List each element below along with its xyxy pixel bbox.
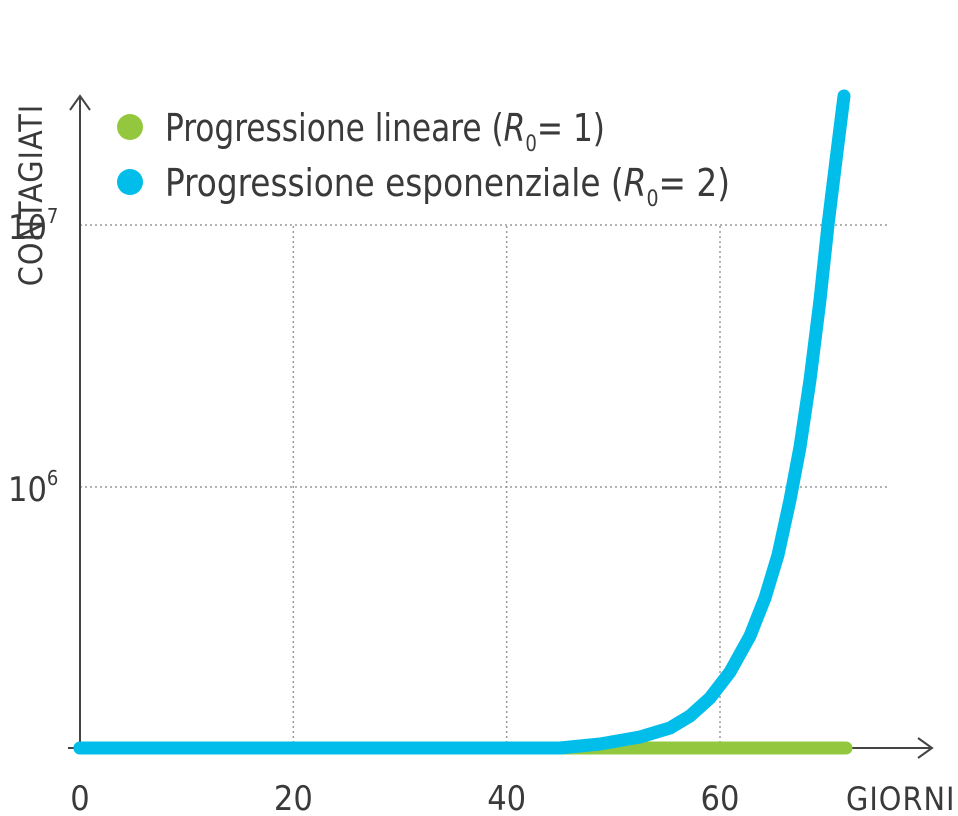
legend-marker	[117, 169, 143, 195]
legend-label: Progressione lineare (R0= 1)	[165, 106, 605, 157]
x-tick-label: 40	[487, 779, 526, 816]
x-tick-label: 60	[701, 779, 740, 816]
legend-label: Progressione esponenziale (R0= 2)	[165, 161, 730, 212]
tick-labels: 0 20 40 60 106 107	[8, 204, 739, 816]
y-axis-arrow	[69, 94, 91, 111]
legend: Progressione lineare (R0= 1)Progressione…	[117, 106, 730, 212]
y-axis-title: CONTAGIATI	[12, 104, 50, 287]
x-tick-label: 0	[70, 779, 89, 816]
x-tick-label: 20	[274, 779, 313, 816]
series-line-esponenziale	[73, 89, 851, 755]
x-axis-arrow	[917, 737, 934, 759]
series	[73, 89, 853, 755]
legend-marker	[117, 114, 143, 140]
y-tick-label: 107	[8, 204, 58, 248]
x-axis-title: GIORNI	[846, 780, 955, 816]
y-tick-label: 106	[8, 466, 58, 510]
gridlines	[80, 224, 888, 748]
